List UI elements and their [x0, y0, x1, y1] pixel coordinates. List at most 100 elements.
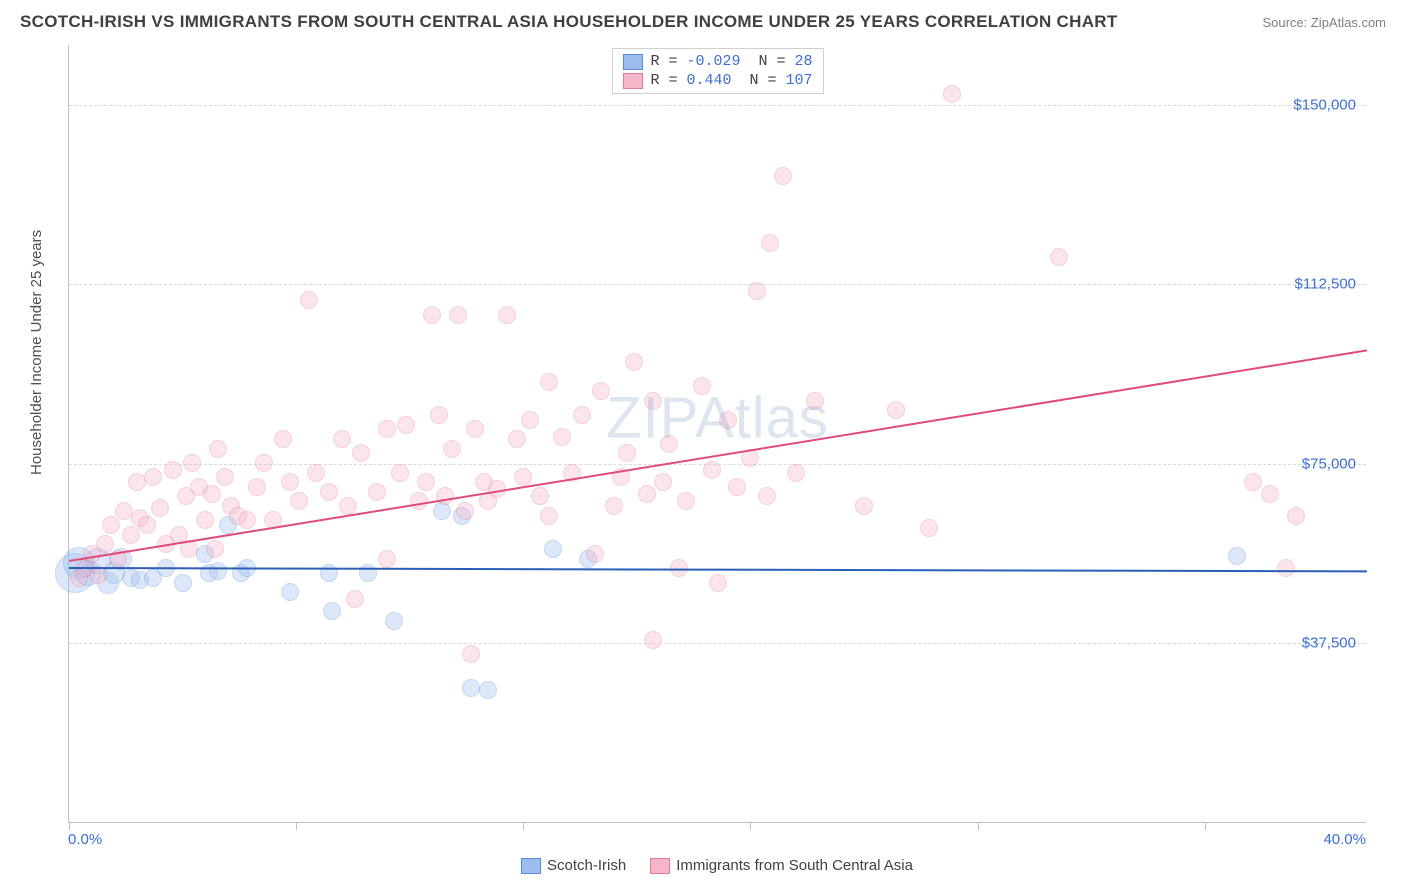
scatter-point: [255, 454, 273, 472]
scatter-point: [339, 497, 357, 515]
scatter-point: [385, 612, 403, 630]
x-tick: [523, 822, 524, 830]
scatter-point: [693, 377, 711, 395]
scatter-point: [456, 502, 474, 520]
scatter-point: [462, 679, 480, 697]
x-axis-min-label: 0.0%: [68, 831, 102, 848]
legend-swatch: [521, 858, 541, 874]
x-tick: [750, 822, 751, 830]
scatter-point: [443, 440, 461, 458]
y-tick-label: $150,000: [1293, 96, 1356, 113]
scatter-point: [618, 444, 636, 462]
scatter-point: [544, 540, 562, 558]
scatter-point: [660, 435, 678, 453]
scatter-point: [323, 602, 341, 620]
scatter-point: [397, 416, 415, 434]
y-tick-label: $112,500: [1295, 276, 1356, 293]
scatter-point: [346, 590, 364, 608]
scatter-point: [196, 511, 214, 529]
grid-line: [69, 643, 1366, 644]
scatter-point: [855, 497, 873, 515]
scatter-point: [887, 401, 905, 419]
scatter-point: [96, 535, 114, 553]
scatter-point: [758, 487, 776, 505]
grid-line: [69, 105, 1366, 106]
scatter-point: [248, 478, 266, 496]
legend-series-name: Immigrants from South Central Asia: [676, 857, 913, 874]
scatter-point: [1244, 473, 1262, 491]
scatter-point: [290, 492, 308, 510]
scatter-point: [540, 507, 558, 525]
legend-stat: R = 0.440 N = 107: [650, 72, 812, 89]
scatter-point: [138, 516, 156, 534]
scatter-point: [164, 461, 182, 479]
legend-swatch: [622, 54, 642, 70]
legend-row: R = -0.029 N = 28: [622, 53, 812, 70]
scatter-point: [1261, 485, 1279, 503]
scatter-point: [540, 373, 558, 391]
scatter-point: [761, 234, 779, 252]
scatter-point: [122, 526, 140, 544]
grid-line: [69, 284, 1366, 285]
scatter-point: [274, 430, 292, 448]
x-tick: [69, 822, 70, 830]
scatter-point: [320, 483, 338, 501]
scatter-point: [719, 411, 737, 429]
chart-container: Householder Income Under 25 years ZIPAtl…: [20, 45, 1386, 892]
scatter-point: [573, 406, 591, 424]
scatter-point: [531, 487, 549, 505]
scatter-point: [728, 478, 746, 496]
scatter-point: [644, 392, 662, 410]
scatter-point: [709, 574, 727, 592]
scatter-point: [514, 468, 532, 486]
scatter-point: [206, 540, 224, 558]
scatter-point: [943, 85, 961, 103]
scatter-point: [586, 545, 604, 563]
y-tick-label: $75,000: [1302, 455, 1356, 472]
scatter-point: [378, 550, 396, 568]
trend-line: [69, 567, 1367, 572]
scatter-point: [307, 464, 325, 482]
scatter-point: [423, 306, 441, 324]
scatter-point: [553, 428, 571, 446]
legend-series-name: Scotch-Irish: [547, 857, 626, 874]
scatter-point: [368, 483, 386, 501]
scatter-point: [1287, 507, 1305, 525]
scatter-point: [378, 420, 396, 438]
scatter-point: [151, 499, 169, 517]
scatter-point: [391, 464, 409, 482]
scatter-point: [238, 511, 256, 529]
chart-title: SCOTCH-IRISH VS IMMIGRANTS FROM SOUTH CE…: [20, 12, 1118, 32]
scatter-point: [1228, 547, 1246, 565]
legend-stat: R = -0.029 N = 28: [650, 53, 812, 70]
legend-swatch: [622, 73, 642, 89]
scatter-point: [592, 382, 610, 400]
scatter-point: [359, 564, 377, 582]
scatter-point: [644, 631, 662, 649]
scatter-point: [605, 497, 623, 515]
scatter-point: [281, 583, 299, 601]
scatter-point: [787, 464, 805, 482]
scatter-point: [209, 562, 227, 580]
scatter-point: [174, 574, 192, 592]
scatter-point: [203, 485, 221, 503]
scatter-point: [281, 473, 299, 491]
scatter-point: [417, 473, 435, 491]
legend-row: R = 0.440 N = 107: [622, 72, 812, 89]
scatter-point: [449, 306, 467, 324]
scatter-point: [677, 492, 695, 510]
plot-area: ZIPAtlas R = -0.029 N = 28R = 0.440 N = …: [68, 45, 1366, 823]
chart-header: SCOTCH-IRISH VS IMMIGRANTS FROM SOUTH CE…: [0, 0, 1406, 40]
scatter-point: [638, 485, 656, 503]
scatter-point: [333, 430, 351, 448]
scatter-point: [300, 291, 318, 309]
legend-swatch: [650, 858, 670, 874]
scatter-point: [352, 444, 370, 462]
scatter-point: [498, 306, 516, 324]
scatter-point: [209, 440, 227, 458]
y-tick-label: $37,500: [1302, 635, 1356, 652]
x-axis-max-label: 40.0%: [1323, 831, 1366, 848]
legend-item: Scotch-Irish: [521, 857, 626, 874]
scatter-point: [216, 468, 234, 486]
scatter-point: [654, 473, 672, 491]
